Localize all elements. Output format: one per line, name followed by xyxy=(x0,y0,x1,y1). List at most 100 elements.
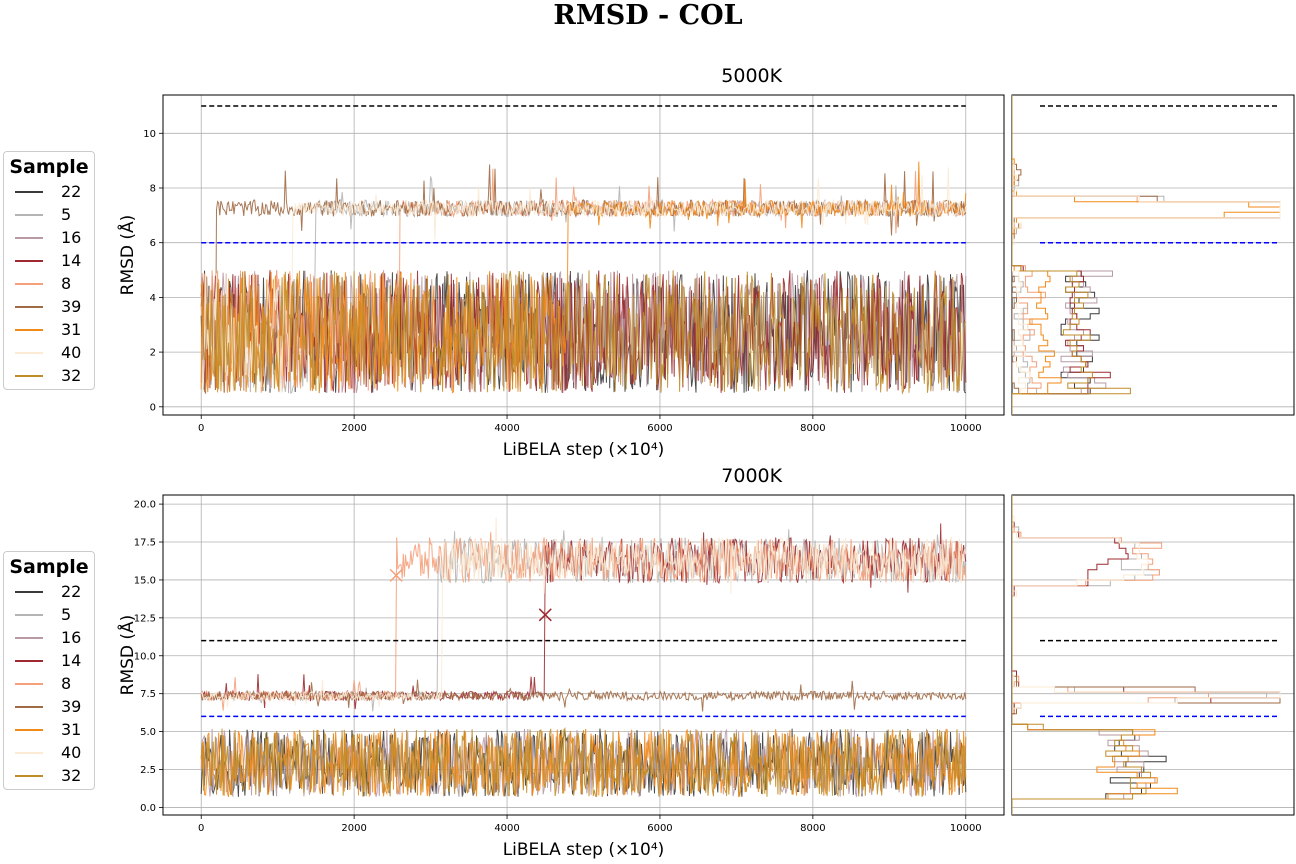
legend-item-31: 31 xyxy=(4,718,94,741)
x-tick-label: 10000 xyxy=(950,823,982,834)
x-tick-label: 10000 xyxy=(950,423,982,434)
legend-label: 40 xyxy=(61,343,82,362)
histogram-8 xyxy=(1012,95,1281,415)
side-histograms xyxy=(1012,95,1281,415)
panel-7000K: 7000K 0 2000 4000 6000 8000 10000 0.0 2.5 5.0 7.5 1… xyxy=(116,465,1295,860)
x-tick-label: 6000 xyxy=(647,823,672,834)
y-tick-label: 8 xyxy=(150,183,156,194)
y-tick-label: 10.0 xyxy=(134,651,156,662)
legend-label: 40 xyxy=(61,743,82,762)
x-tick-label: 0 xyxy=(198,423,204,434)
legend-label: 22 xyxy=(61,182,82,201)
x-axis-label: LiBELA step (×10⁴) xyxy=(503,440,665,460)
histogram-16 xyxy=(1012,495,1156,815)
series-line-32 xyxy=(200,270,966,395)
histogram-14 xyxy=(1012,95,1111,415)
histogram-32 xyxy=(1012,95,1131,415)
histogram-31 xyxy=(1012,95,1281,415)
legend-item-39: 39 xyxy=(4,295,94,318)
series-line-40 xyxy=(201,167,967,393)
histogram-5 xyxy=(1012,495,1268,815)
y-tick-label: 0 xyxy=(150,402,156,413)
legend-swatch xyxy=(15,305,43,308)
legend-item-22: 22 xyxy=(4,580,94,603)
legend-swatch xyxy=(15,590,43,593)
legend-item-31: 31 xyxy=(4,318,94,341)
legend-label: 32 xyxy=(61,766,82,785)
histogram-22 xyxy=(1012,495,1167,815)
figure-title: RMSD - COL xyxy=(553,0,743,31)
histogram-39 xyxy=(1012,95,1281,415)
y-axis-label: RMSD (Å) xyxy=(116,215,138,296)
histogram-40 xyxy=(1012,95,1281,415)
legend-title: Sample xyxy=(9,556,89,578)
event-marker xyxy=(389,568,403,582)
x-tick-label: 8000 xyxy=(800,423,825,434)
y-tick-label: 7.5 xyxy=(140,689,156,700)
legend-item-16: 16 xyxy=(4,226,94,249)
main-axes-frame xyxy=(162,494,1005,816)
legend-label: 16 xyxy=(61,228,82,247)
histogram-5 xyxy=(1012,95,1281,415)
y-tick-label: 0.0 xyxy=(140,803,156,814)
legend-item-14: 14 xyxy=(4,649,94,672)
legend-label: 14 xyxy=(61,651,82,670)
y-tick-label: 10 xyxy=(143,129,156,140)
x-tick-label: 8000 xyxy=(800,823,825,834)
y-tick-label: 12.5 xyxy=(134,613,156,624)
series-line-8 xyxy=(200,532,967,711)
legend-swatch xyxy=(15,613,43,616)
legend-item-32: 32 xyxy=(4,364,94,387)
y-tick-label: 15.0 xyxy=(134,575,156,586)
legend-item-39: 39 xyxy=(4,695,94,718)
histogram-32 xyxy=(1012,495,1151,815)
legend-item-22: 22 xyxy=(4,180,94,203)
series-line-40 xyxy=(200,517,967,708)
y-tick-label: 6 xyxy=(150,238,156,249)
y-tick-label: 2.5 xyxy=(140,765,156,776)
legend-5000k: Sample 22 5 16 14 8 39 31 40 32 xyxy=(3,151,95,390)
legend-item-8: 8 xyxy=(4,672,94,695)
panel-title: 5000K xyxy=(721,65,782,87)
event-marker xyxy=(538,608,552,622)
y-tick-label: 20.0 xyxy=(134,500,156,511)
y-tick-label: 4 xyxy=(150,293,156,304)
histogram-14 xyxy=(1012,495,1281,815)
legend-item-5: 5 xyxy=(4,203,94,226)
legend-swatch xyxy=(15,190,43,193)
y-tick-label: 2 xyxy=(150,348,156,359)
x-tick-label: 4000 xyxy=(494,823,519,834)
side-histograms xyxy=(1012,495,1281,815)
y-tick-label: 5.0 xyxy=(140,727,156,738)
legend-label: 8 xyxy=(61,274,72,293)
main-axes-frame xyxy=(162,94,1005,416)
legend-label: 8 xyxy=(61,674,72,693)
histogram-40 xyxy=(1012,495,1281,815)
legend-item-14: 14 xyxy=(4,249,94,272)
legend-swatch xyxy=(15,751,43,754)
legend-label: 39 xyxy=(61,697,82,716)
legend-swatch xyxy=(15,213,43,216)
legend-swatch xyxy=(15,636,43,639)
series-group xyxy=(200,161,967,395)
legend-label: 5 xyxy=(61,205,72,224)
panel-5000K: 5000K 0 2000 4000 6000 8000 10000 0 2 4 6 8 10 LiBELA… xyxy=(116,65,1295,460)
legend-label: 31 xyxy=(61,720,82,739)
legend-label: 5 xyxy=(61,605,72,624)
legend-label: 31 xyxy=(61,320,82,339)
series-line-32 xyxy=(200,727,967,798)
x-tick-label: 0 xyxy=(198,823,204,834)
series-line-5 xyxy=(200,529,967,712)
legend-swatch xyxy=(15,705,43,708)
legend-item-5: 5 xyxy=(4,603,94,626)
legend-swatch xyxy=(15,351,43,354)
legend-label: 22 xyxy=(61,582,82,601)
histogram-31 xyxy=(1012,495,1178,815)
y-tick-label: 17.5 xyxy=(134,538,156,549)
legend-swatch xyxy=(15,282,43,285)
x-tick-label: 2000 xyxy=(341,823,366,834)
y-axis-label: RMSD (Å) xyxy=(116,615,138,696)
x-tick-label: 6000 xyxy=(647,423,672,434)
legend-label: 32 xyxy=(61,366,82,385)
